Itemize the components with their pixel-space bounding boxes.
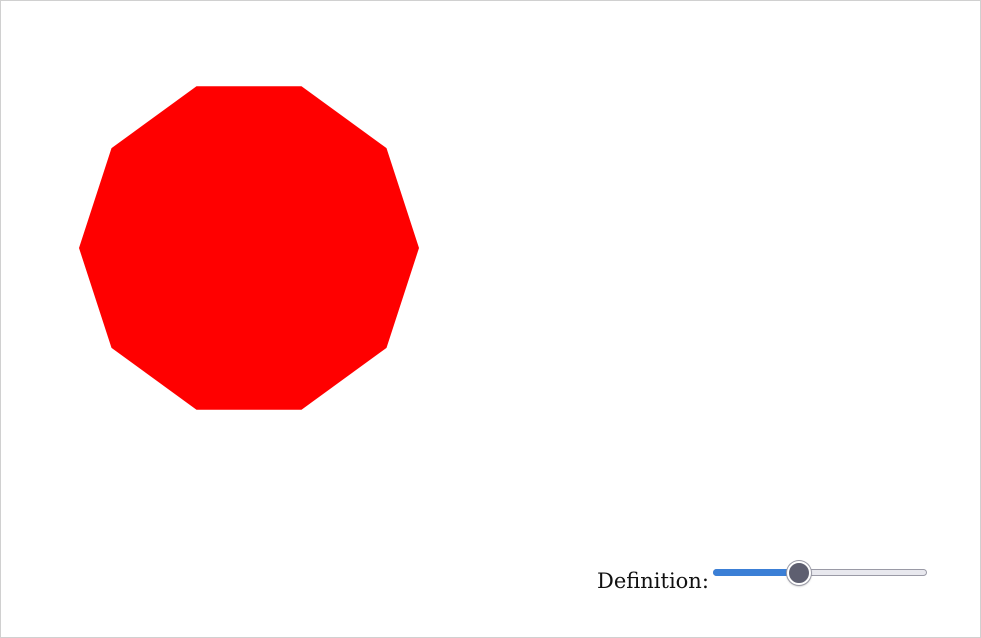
definition-slider-thumb[interactable] — [786, 561, 811, 585]
decagon-shape — [79, 86, 419, 410]
definition-control: Definition: — [597, 561, 937, 601]
definition-label: Definition: — [597, 569, 709, 593]
definition-slider-fill — [713, 569, 799, 576]
